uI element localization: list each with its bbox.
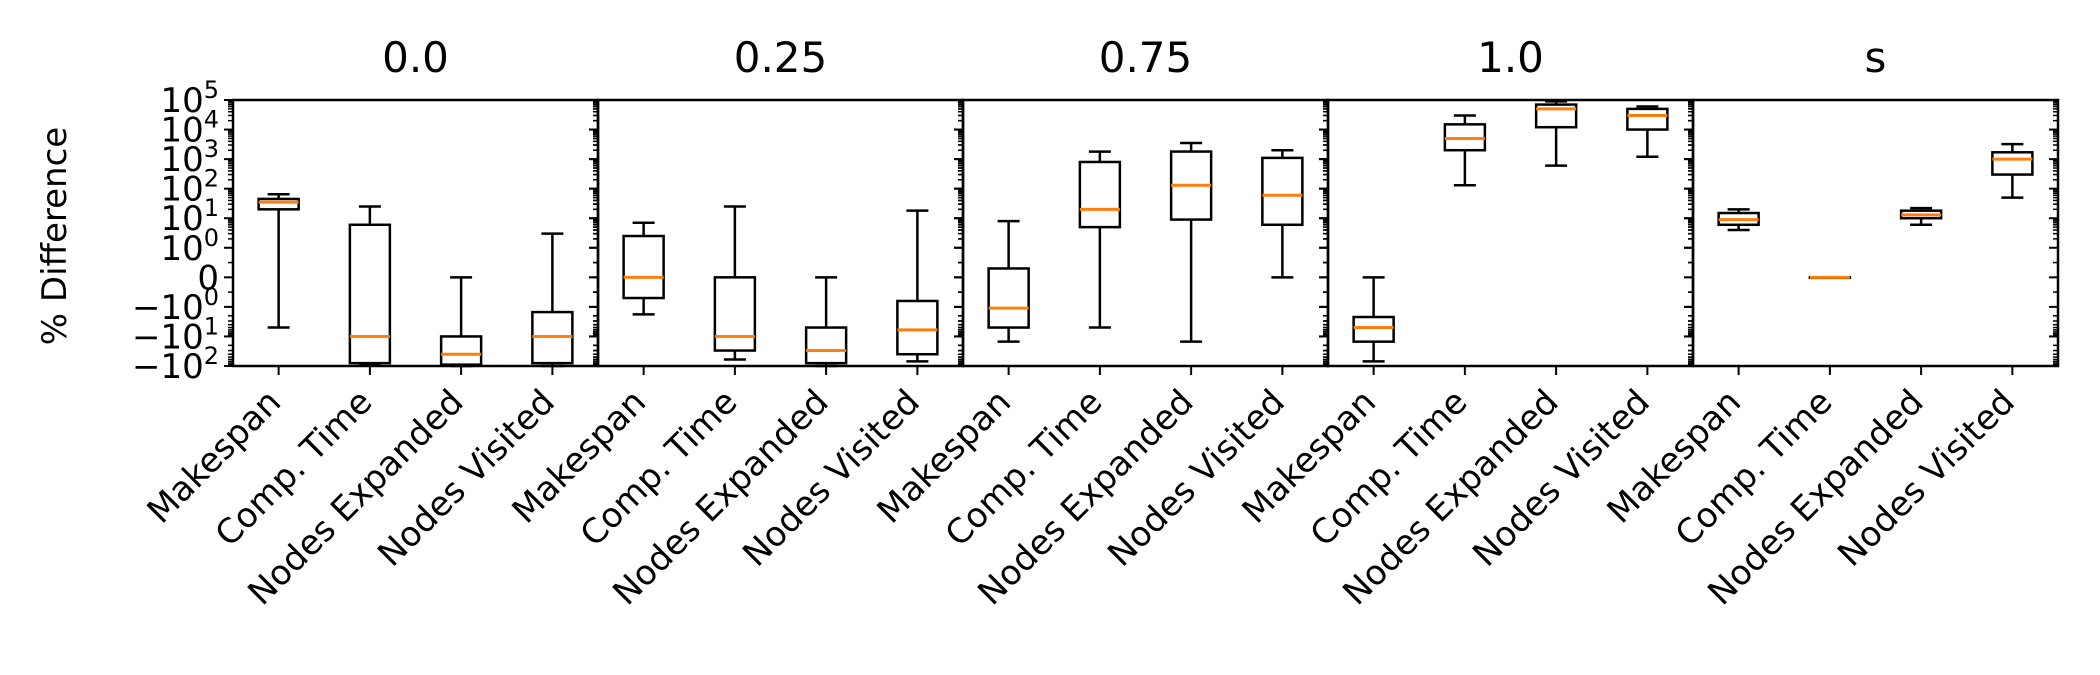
box-nodes-visited: [1261, 148, 1304, 279]
box-body: [1626, 107, 1669, 131]
panel-title: 0.0: [382, 33, 449, 82]
y-tick-label: 0: [197, 258, 219, 298]
y-tick-label: 105: [160, 76, 219, 121]
box-comp-time: [1443, 114, 1487, 187]
y-tick-label: 104: [160, 106, 219, 151]
box-body: [987, 267, 1030, 329]
box-nodes-visited: [1626, 105, 1669, 159]
box-comp-time: [1078, 150, 1122, 329]
y-tick-label: −101: [132, 312, 219, 357]
box-body: [1261, 156, 1304, 227]
box-nodes-expanded: [1169, 141, 1213, 343]
panel-title: 0.25: [734, 33, 828, 82]
y-tick-label: −100: [132, 283, 219, 328]
y-axis-label: % Difference: [35, 127, 75, 345]
panel-frame: [961, 98, 1330, 368]
box-body: [348, 223, 392, 365]
box-body: [1534, 103, 1578, 129]
box-nodes-visited: [531, 232, 574, 368]
y-ticks: [589, 99, 963, 367]
y-tick-label: 100: [160, 224, 219, 269]
panel-frame: [1691, 98, 2060, 368]
y-tick-label: 103: [160, 135, 219, 180]
box-body: [896, 299, 939, 356]
box-nodes-visited: [1991, 142, 2034, 199]
box-body: [622, 234, 665, 300]
y-tick-label: −102: [132, 342, 219, 387]
box-nodes-expanded: [1899, 206, 1943, 227]
y-ticks: [1684, 99, 2058, 367]
panel-title: 1.0: [1477, 33, 1544, 82]
box-body: [439, 335, 483, 366]
box-comp-time: [1808, 275, 1852, 280]
box-makespan: [1717, 208, 1760, 232]
box-body: [804, 326, 848, 365]
box-nodes-visited: [896, 209, 939, 363]
box-nodes-expanded: [804, 276, 848, 368]
box-body: [1078, 160, 1122, 229]
panel-title: s: [1865, 33, 1887, 82]
box-makespan: [622, 221, 665, 316]
box-nodes-expanded: [1534, 100, 1578, 167]
panel-frame: [596, 98, 965, 368]
panel-title: 0.75: [1099, 33, 1193, 82]
box-makespan: [257, 192, 300, 329]
box-makespan: [987, 219, 1030, 343]
box-comp-time: [713, 205, 757, 361]
y-tick-label: 101: [160, 194, 219, 239]
box-body: [257, 197, 300, 211]
box-body: [713, 276, 757, 352]
box-body: [1352, 315, 1395, 343]
box-nodes-expanded: [439, 276, 483, 368]
box-comp-time: [348, 205, 392, 366]
y-ticks: [954, 99, 1328, 367]
box-makespan: [1352, 276, 1395, 363]
y-tick-label: 102: [160, 165, 219, 210]
box-body: [1991, 151, 2034, 176]
